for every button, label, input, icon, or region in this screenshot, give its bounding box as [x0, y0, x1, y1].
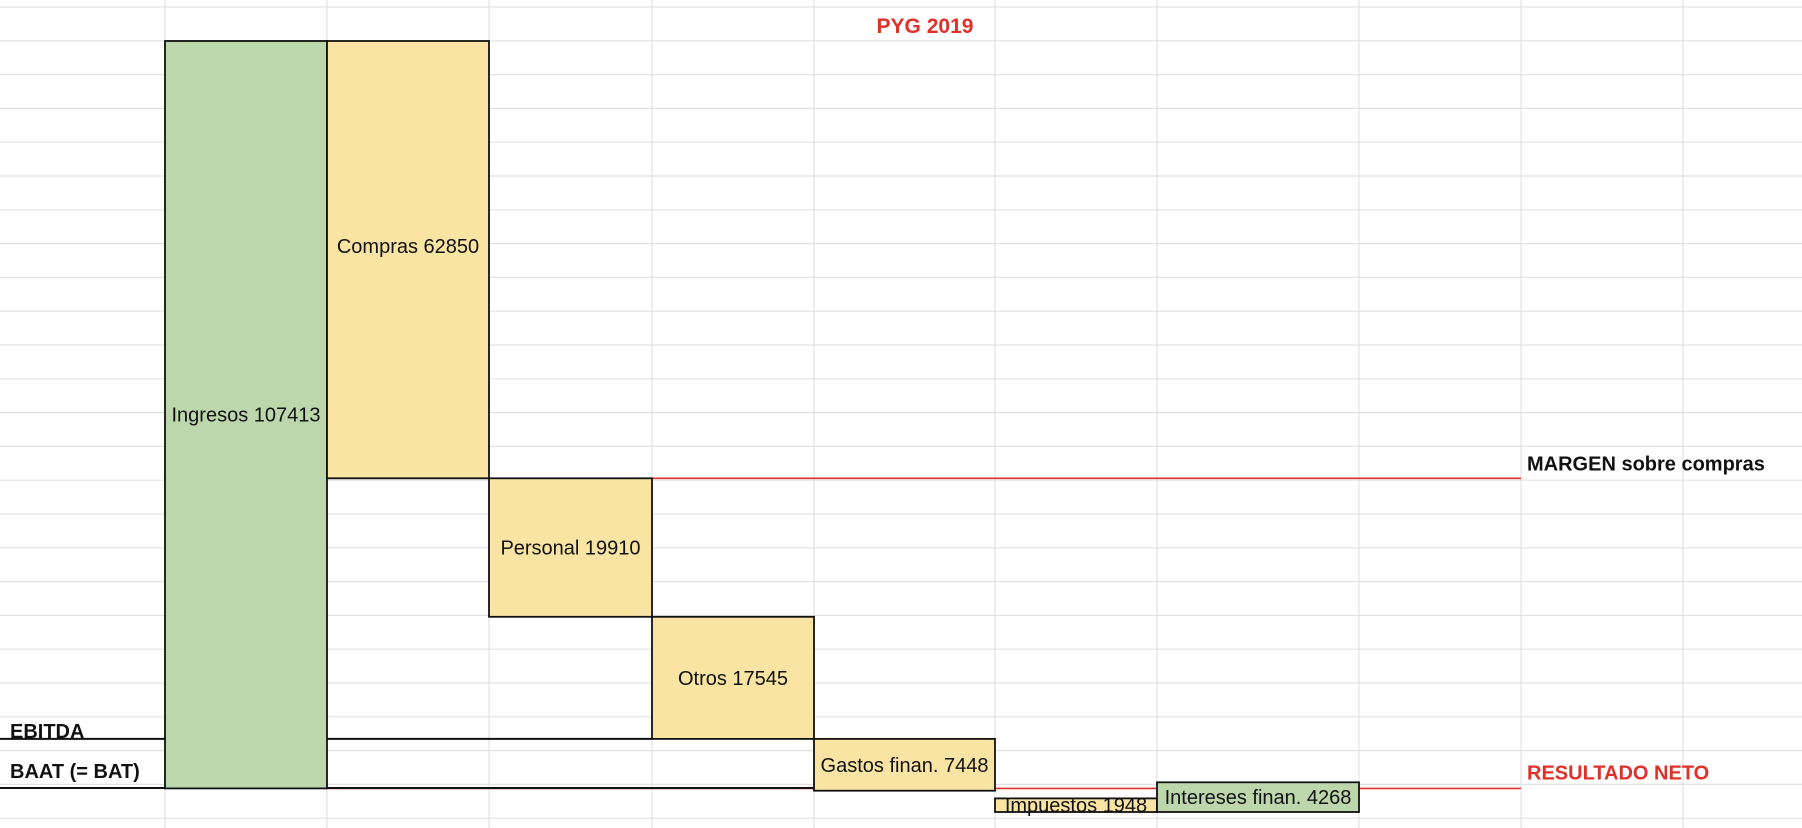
bar-gastos-finan: [813, 738, 996, 792]
reference-label-margen-sobre-compras: MARGEN sobre compras: [1527, 453, 1765, 475]
bar-label-compras: Compras 62850: [337, 236, 479, 258]
bar-ingresos: [164, 40, 328, 790]
bar-label-impuestos: Impuestos 1948: [1005, 795, 1147, 817]
bar-intereses-finan: [1156, 781, 1360, 813]
bar-label-personal: Personal 19910: [500, 538, 640, 560]
reference-label-resultado-neto: RESULTADO NETO: [1527, 762, 1709, 784]
bar-label-gastos-finan: Gastos finan. 7448: [821, 755, 989, 777]
bar-personal: [488, 477, 653, 618]
chart-title: PYG 2019: [877, 15, 974, 38]
bar-label-otros: Otros 17545: [678, 668, 788, 690]
bar-label-intereses-finan: Intereses finan. 4268: [1165, 787, 1352, 809]
bar-label-ingresos: Ingresos 107413: [171, 405, 320, 427]
reference-label-ebitda: EBITDA: [10, 721, 84, 743]
reference-label-baat-bat: BAAT (= BAT): [10, 761, 140, 783]
bar-otros: [651, 615, 815, 740]
bar-compras: [326, 40, 490, 480]
